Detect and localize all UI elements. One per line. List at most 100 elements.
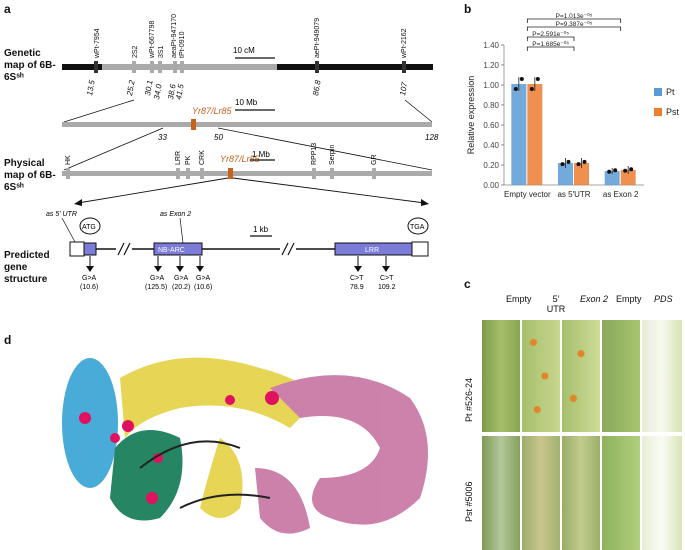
panel-b-label: b	[464, 2, 472, 16]
genetic-positions: 13.5 25.2 30.1 34.0 38.6 41.5 86.8 107	[85, 79, 409, 100]
data-point	[529, 87, 534, 92]
legend-label: Pst	[666, 107, 680, 117]
svg-text:CRK: CRK	[199, 150, 206, 165]
expression-bar-chart: 0.00 0.20 0.40 0.60 0.80 1.00 1.20 1.40 Relative…	[466, 12, 680, 199]
pos-2: 30.1	[143, 79, 155, 96]
data-point	[566, 159, 571, 164]
svg-text:TGA: TGA	[410, 224, 425, 231]
marker-5: tPt-0910	[179, 31, 186, 58]
physical-bar-2	[62, 171, 432, 176]
p-value: P=1.013e⁻⁰⁵	[556, 12, 593, 20]
svg-text:(20.2): (20.2)	[172, 284, 190, 291]
leaf-pt-empty2	[602, 320, 640, 432]
panel-c-label: c	[464, 277, 471, 291]
svg-text:ATG: ATG	[82, 224, 96, 231]
pos-7: 107	[398, 81, 409, 96]
svg-text:1 Mb: 1 Mb	[252, 150, 270, 159]
svg-text:78.9: 78.9	[350, 284, 364, 291]
svg-text:(10.6): (10.6)	[80, 284, 98, 291]
gene-locus-1	[191, 119, 196, 130]
category-label: as Exon 2	[603, 190, 639, 199]
blue-domain	[62, 358, 118, 488]
panel-a-label: a	[4, 2, 11, 16]
svg-text:RPP13: RPP13	[311, 143, 318, 165]
y-axis-label: Relative expression	[466, 76, 476, 155]
svg-text:HK: HK	[65, 155, 72, 165]
genetic-bar-left	[62, 64, 102, 70]
data-point	[607, 169, 612, 174]
green-domain	[110, 430, 183, 521]
significance-bracket	[526, 36, 575, 41]
gene-name-1: Yr87/Lr85	[192, 106, 233, 116]
svg-text:128: 128	[425, 133, 439, 142]
svg-text:50: 50	[214, 133, 223, 142]
y-tick-label: 1.40	[483, 41, 499, 50]
panel-a-figure: wPt-7954 2S2 wPt-667798 3S1 aeaPt-947170…	[46, 14, 439, 291]
genetic-marker-names: wPt-7954 2S2 wPt-667798 3S1 aeaPt-947170…	[94, 14, 408, 59]
pos-3: 34.0	[152, 83, 164, 100]
pink-domain	[270, 375, 428, 525]
mutation-highlights	[79, 391, 279, 504]
col-5utr: 5′ UTR	[546, 294, 566, 314]
svg-text:G>A: G>A	[82, 275, 97, 282]
svg-text:as 5′ UTR: as 5′ UTR	[46, 211, 77, 218]
marker-4: aeaPt-947170	[171, 14, 178, 58]
svg-text:C>T: C>T	[380, 275, 394, 282]
pos-0: 13.5	[85, 79, 97, 96]
gene-name-2: Yr87/Lr85	[220, 154, 261, 164]
data-point	[519, 76, 524, 81]
bar-pt	[604, 171, 620, 185]
svg-text:LRR: LRR	[175, 151, 182, 165]
physical-gene-names: HK LRR PK CRK RPP13 Serpin GR	[65, 143, 378, 165]
svg-text:G>A: G>A	[174, 275, 189, 282]
physical-map-label: Physical map of 6B-6Sˢʰ	[4, 158, 56, 193]
svg-text:NB-ARC: NB-ARC	[158, 247, 185, 254]
marker-6: aePt-949079	[314, 18, 321, 58]
svg-text:LRR: LRR	[365, 247, 379, 254]
leaf-pst-exon2	[562, 436, 600, 550]
leaf-pst-empty	[482, 436, 520, 550]
physical-bar	[62, 122, 432, 127]
panel-d-label: d	[4, 333, 12, 347]
data-point	[576, 162, 581, 167]
category-label: as 5′UTR	[557, 190, 590, 199]
y-tick-label: 1.20	[483, 61, 499, 70]
pos-6: 86.8	[311, 79, 323, 96]
leaf-pt-pds	[642, 320, 682, 432]
leaf-column-headers: Empty 5′ UTR Exon 2 Empty PDS	[500, 292, 685, 318]
y-tick-label: 0.20	[483, 161, 499, 170]
mutation-labels: G>A (10.6) G>A (125.5) G>A (20.2) G>A (10.6)…	[80, 275, 396, 291]
legend-swatch	[654, 88, 662, 96]
significance-bracket	[526, 46, 575, 51]
y-tick-label: 1.00	[483, 81, 499, 90]
leaf-pt-empty	[482, 320, 520, 432]
marker-7: wPt-2162	[401, 28, 408, 59]
scale-mb: 10 Mb	[235, 98, 258, 107]
leaf-pt-exon2	[562, 320, 600, 432]
leaf-pst-empty2	[602, 436, 640, 550]
col-pds: PDS	[654, 294, 673, 304]
significance-bracket	[526, 26, 622, 31]
col-empty-2: Empty	[616, 294, 642, 304]
row-pst: Pst #5006	[464, 481, 474, 522]
row-pt: Pt #526-24	[464, 377, 474, 422]
physical-positions: 33 50 128	[158, 133, 439, 142]
marker-3: 3S1	[158, 45, 165, 58]
leaf-pt-5utr	[522, 320, 560, 432]
genetic-markers	[94, 61, 406, 73]
exon1	[83, 242, 97, 256]
data-point	[613, 168, 618, 173]
svg-text:109.2: 109.2	[378, 284, 396, 291]
protein-structure	[62, 357, 428, 534]
legend-label: Pt	[666, 87, 675, 97]
data-point	[513, 87, 518, 92]
atg-circle	[79, 217, 101, 235]
scale-cm: 10 cM	[233, 46, 255, 55]
leaf-pst-5utr	[522, 436, 560, 550]
yellow-domain	[120, 357, 320, 438]
bar-pst	[527, 84, 543, 185]
bar-pt	[558, 163, 573, 185]
gene-locus-2	[228, 168, 233, 179]
data-point	[560, 162, 565, 167]
marker-1: 2S2	[132, 45, 139, 58]
